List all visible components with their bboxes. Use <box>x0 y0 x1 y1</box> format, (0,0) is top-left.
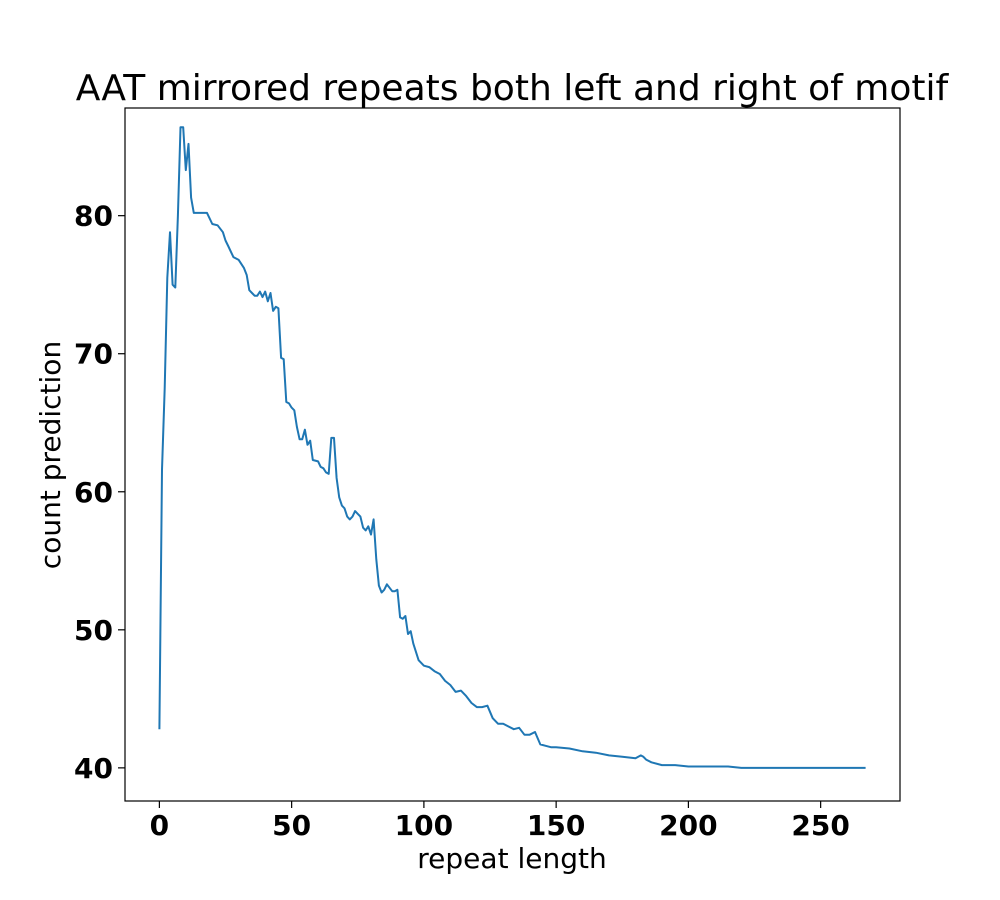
x-tick-label: 100 <box>395 809 453 842</box>
series-layer <box>158 126 866 769</box>
y-tick-label: 60 <box>74 476 113 509</box>
x-tick-label: 50 <box>272 809 311 842</box>
x-tick-label: 200 <box>659 809 717 842</box>
x-axis-label: repeat length <box>417 842 606 875</box>
y-tick-label: 40 <box>74 752 113 785</box>
x-tick-label: 0 <box>150 809 169 842</box>
chart-title: AAT mirrored repeats both left and right… <box>76 68 950 109</box>
series-line <box>158 126 866 769</box>
y-tick-label: 80 <box>74 200 113 233</box>
x-tick-label: 150 <box>527 809 585 842</box>
y-axis-label: count prediction <box>34 341 67 569</box>
x-tick-label: 250 <box>791 809 849 842</box>
y-tick-label: 70 <box>74 338 113 371</box>
plot-area-frame <box>124 107 901 802</box>
x-axis-ticks: 0 50 100 150 200 250 <box>150 801 850 842</box>
y-axis-ticks: 40 50 60 70 80 <box>74 200 125 785</box>
y-tick-label: 50 <box>74 614 113 647</box>
